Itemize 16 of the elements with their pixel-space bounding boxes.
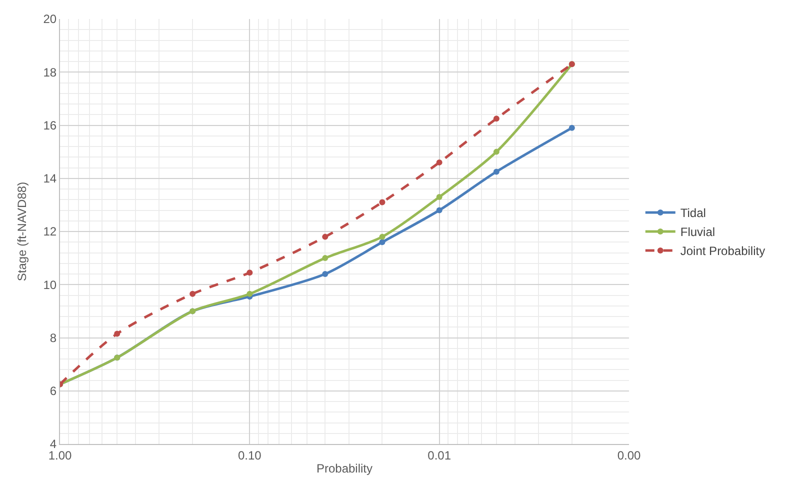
y-axis-title: Stage (ft-NAVD88): [15, 182, 29, 282]
x-tick-label: 0.10: [238, 448, 262, 462]
y-tick-label: 14: [43, 172, 57, 186]
x-tick-label: 0.00: [617, 448, 641, 462]
y-tick-label: 8: [50, 330, 57, 345]
y-tick-label: 12: [43, 224, 57, 239]
y-tick-label: 16: [43, 118, 57, 132]
x-axis-title: Probability: [316, 461, 373, 476]
legend-label: Joint Probability: [680, 244, 766, 258]
y-tick-label: 6: [50, 384, 57, 398]
legend-label: Tidal: [680, 206, 706, 220]
y-tick-label: 10: [43, 278, 57, 292]
y-tick-label: 18: [43, 65, 57, 80]
legend-label: Fluvial: [680, 225, 716, 240]
y-tick-label: 20: [43, 12, 57, 26]
x-tick-label: 0.01: [428, 448, 452, 462]
